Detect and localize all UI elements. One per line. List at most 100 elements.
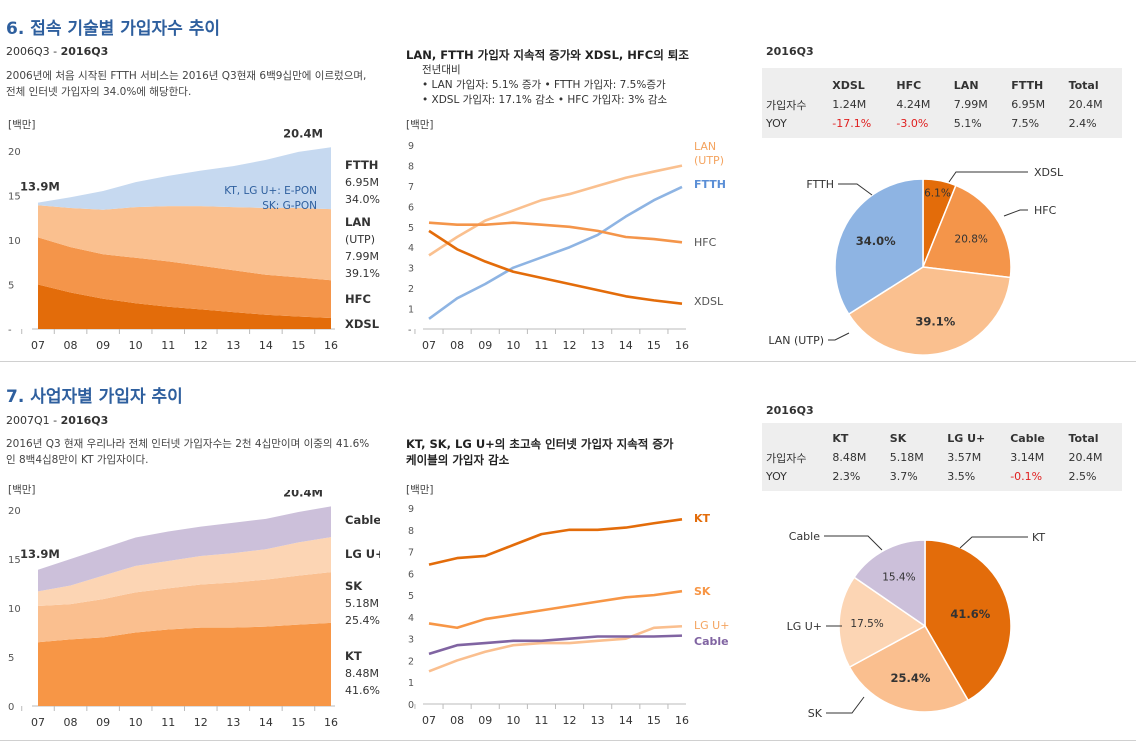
series-label-cable: Cable (345, 513, 380, 527)
table2-cell: 가입자수 (766, 451, 807, 465)
table2-cell: 5.18M (889, 451, 924, 464)
series-value-lan: (UTP) (345, 233, 375, 246)
series-label-lg-u: LG U+ (345, 547, 380, 561)
line-label-ftth: FTTH (694, 178, 726, 191)
table1-cell: YOY (766, 117, 787, 130)
line-kt (428, 518, 683, 566)
x-tick-label: 10 (129, 716, 143, 729)
line-note-head: 전년대비 (422, 64, 461, 76)
series-label-sk: SK (345, 579, 363, 593)
y-tick-label: 9 (408, 504, 414, 515)
pie-slice-cable (853, 539, 926, 628)
line-cable (428, 634, 683, 656)
table2-cell: 2.3% (832, 470, 861, 483)
pie-leader-line (838, 183, 873, 196)
table1-label: 2016Q3 (766, 45, 814, 58)
y-tick-label: 15 (8, 555, 21, 566)
line-label-lan: LAN (694, 140, 716, 153)
y-tick-label: 8 (408, 526, 414, 537)
y-tick-label: 0 (408, 700, 414, 711)
table1-cell: -3.0% (896, 117, 929, 130)
start-total-label: 13.9M (20, 547, 60, 561)
section2-area-unit: [백만] (8, 484, 36, 496)
pie-name-ftth: FTTH (806, 178, 834, 191)
table1-header-xdsl: XDSL (832, 79, 865, 92)
table2-cell: YOY (766, 470, 787, 483)
pie-slice-kt (924, 539, 1012, 702)
end-total-label: 20.4M (283, 490, 323, 499)
line-lan (428, 164, 683, 257)
line-note-1: • LAN 가입자: 5.1% 증가 • FTTH 가입자: 7.5%증가 (422, 79, 666, 91)
pie-percent-lg-u: 17.5% (850, 618, 883, 630)
y-tick-label: 10 (8, 236, 21, 247)
table-provider: KT SK LG U+ Cable Total 가입자수 8.48M 5.18M 3.57M 3.… (762, 423, 1122, 491)
line-lg-u (428, 624, 683, 673)
y-tick-label: 15 (8, 192, 21, 203)
y-tick-label: 1 (408, 678, 414, 689)
area-ftth (38, 147, 331, 210)
line-label-kt: KT (694, 512, 711, 525)
line-chart-provider-title-1: KT, SK, LG U+의 초고속 인터넷 가입자 지속적 증가 (406, 437, 674, 451)
pie-percent-xdsl: 6.1% (924, 187, 951, 199)
pie-percent-kt: 41.6% (950, 607, 990, 621)
series-label-lan: LAN (345, 215, 371, 229)
x-tick-label: 13 (591, 714, 605, 727)
x-tick-label: 08 (64, 716, 78, 729)
table2-cell: 3.5% (947, 470, 976, 483)
table1-header-ftth: FTTH (1011, 79, 1044, 92)
pie-leader-line (959, 536, 1028, 549)
x-tick-label: 16 (324, 339, 338, 352)
table2-cell: 2.5% (1068, 470, 1097, 483)
section1-period: 2006Q3 - 2016Q3 (6, 45, 109, 58)
section2-description: 2016년 Q3 현재 우리나라 전체 인터넷 가입자수는 2천 4십만이며 이… (6, 438, 370, 466)
table1-header-total: Total (1068, 79, 1099, 92)
line-ftth (428, 185, 683, 320)
table1-cell: 6.95M (1011, 98, 1046, 111)
section1-description: 2006년에 처음 시작된 FTTH 서비스는 2016년 Q3현재 6백9십만… (6, 70, 367, 98)
pie-slice-lg-u (838, 576, 927, 669)
table2-header-blank (762, 429, 828, 448)
annotation-gpon: SK: G-PON (262, 200, 317, 212)
y-tick-label: 6 (408, 202, 414, 213)
pie-leader-line (1003, 209, 1028, 217)
pie-slice-hfc (921, 184, 1012, 279)
line-chart-provider-title-2: 케이블의 가입자 감소 (406, 453, 510, 467)
pie-leader-line (826, 696, 865, 714)
y-tick-label: 8 (408, 161, 414, 172)
x-tick-label: 08 (450, 714, 464, 727)
pie-name-kt: KT (1032, 531, 1045, 544)
y-tick-label: 3 (408, 635, 414, 646)
pie-leader-line (948, 171, 1028, 183)
pie-percent-sk: 25.4% (890, 671, 930, 685)
x-tick-label: 16 (324, 716, 338, 729)
line-label-xdsl: XDSL (694, 295, 724, 308)
y-tick-label: 7 (408, 548, 414, 559)
area-sk (38, 572, 331, 643)
section-divider (0, 361, 1136, 362)
x-tick-label: 12 (563, 714, 577, 727)
table2-cell: 20.4M (1068, 451, 1103, 464)
pie-slice-ftth (834, 178, 924, 316)
table1-header-hfc: HFC (896, 79, 922, 92)
y-tick-label: 3 (408, 264, 414, 275)
table1-header-lan: LAN (953, 79, 979, 92)
area-hfc (38, 237, 331, 318)
pie-percent-ftth: 34.0% (856, 234, 896, 248)
x-tick-label: 07 (31, 716, 45, 729)
x-tick-label: 15 (647, 714, 661, 727)
end-total-label: 20.4M (283, 126, 323, 140)
table1-cell: 2.4% (1068, 117, 1097, 130)
series-value-lan: 39.1% (345, 267, 380, 280)
table1-cell: 5.1% (953, 117, 982, 130)
y-tick-label: 1 (408, 305, 414, 316)
table1-cell: 7.99M (953, 98, 988, 111)
table2-header-kt: KT (832, 432, 849, 445)
area-cable (38, 506, 331, 592)
x-tick-label: 15 (291, 339, 305, 352)
section1-area-unit: [백만] (8, 119, 36, 131)
x-tick-label: 11 (534, 714, 548, 727)
x-tick-label: 14 (259, 716, 273, 729)
x-tick-label: 09 (96, 716, 110, 729)
y-tick-label: 10 (8, 604, 21, 615)
table2-cell: 3.7% (889, 470, 918, 483)
